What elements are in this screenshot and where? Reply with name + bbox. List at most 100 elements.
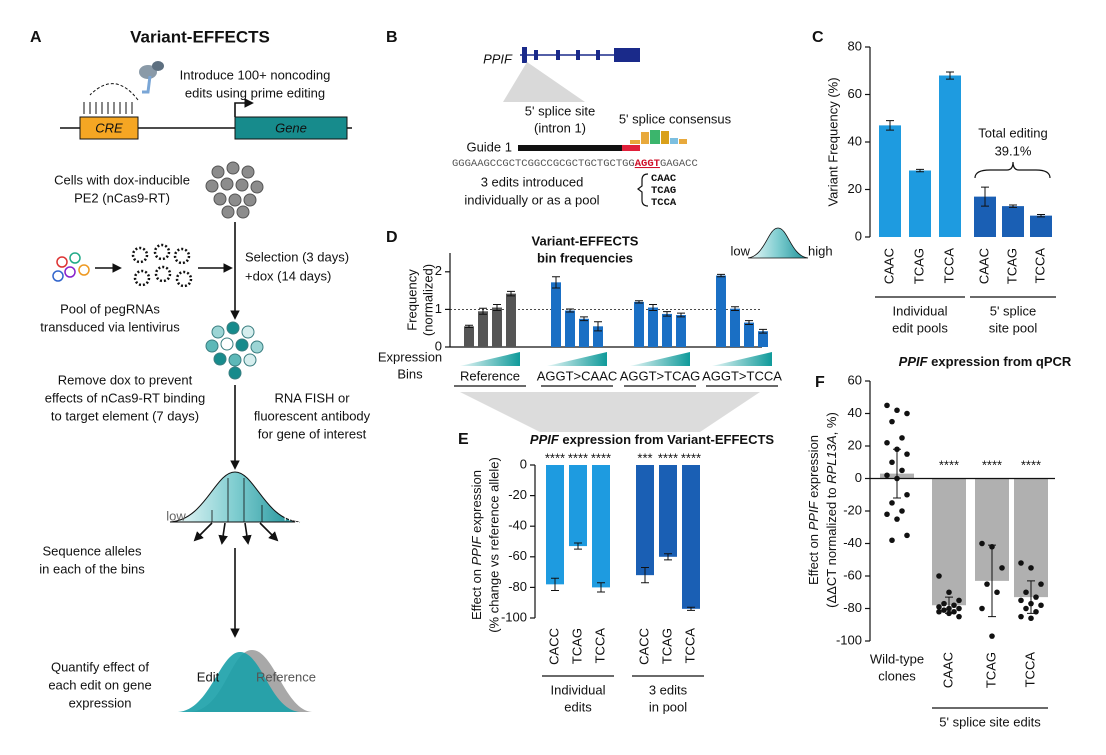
bar [506,293,516,347]
data-point [956,605,962,612]
bar [682,465,700,609]
reference-label: Reference [256,669,316,684]
pegrna-pool [52,252,90,282]
data-point [889,459,895,466]
x-tick-label: CAAC [940,652,955,688]
y-tick-label: -60 [843,567,862,582]
bar [551,282,561,347]
chart-title-part: expression from Variant-EFFECTS [559,432,775,447]
significance: **** [982,457,1002,472]
data-point [994,589,1000,596]
group-label: AGGT>TCAG [620,368,701,383]
gene-name: PPIF [483,51,513,66]
y-axis-label-part: (ΔΔCT normalized to [824,484,839,608]
error-bar [552,276,560,289]
bin-arrows [193,522,279,545]
chart-title-part: expression from qPCR [928,354,1072,369]
bar [662,313,672,347]
panel-letter: C [812,29,824,46]
y-tick-label: -80 [843,600,862,615]
site-text: 5' splice site [525,103,595,118]
cells-text: PE2 (nCas9-RT) [74,190,170,205]
pool-text: transduced via lentivirus [40,319,180,334]
expression-ramp [712,352,772,366]
x-tick-label: CACC [546,628,561,665]
bar [592,465,610,588]
inset-label: high [808,243,833,258]
y-axis-label: (normalized) [420,264,435,336]
sequence-text: Sequence alleles [42,543,142,558]
data-point [1018,613,1024,620]
x-tick-label: TCAG [569,628,584,664]
panel-letter: B [386,29,398,46]
gene-structure [520,47,640,63]
edit-seq: TCAG [651,185,676,197]
error-bar [1009,204,1017,208]
seq-part: GAGACC [660,158,698,170]
seq-part: AGGT [635,158,660,170]
data-point [884,472,890,479]
x-tick-label: TCCA [941,248,956,284]
data-point [889,418,895,425]
panel-letter: A [30,29,42,46]
x-tick-label: TCCA [1032,248,1047,284]
group-label: Individual [551,682,606,697]
significance: **** [939,457,959,472]
y-tick-label: 0 [855,470,862,485]
data-point [1018,597,1024,604]
quantify-text: each edit on gene [48,677,151,692]
x-tick-label: TCAG [911,248,926,284]
y-tick-label: 0 [435,338,442,353]
y-tick-label: -80 [508,579,527,594]
error-bar [664,553,672,561]
y-axis-label: Effect on PPIF expression [469,470,484,620]
y-tick-label: 20 [848,181,862,196]
x-axis-label: Bins [397,366,423,381]
site-text: (intron 1) [534,120,586,135]
error-bar [893,448,901,499]
y-tick-label: 40 [848,133,862,148]
significance: **** [568,450,588,465]
pam-bar [622,145,640,151]
error-bar [731,306,739,312]
y-tick-label: -40 [843,535,862,550]
group-label: 3 edits [649,682,688,697]
annotation: Total editing [978,125,1047,140]
y-axis-label: (% change vs reference allele) [486,457,501,633]
y-axis-label-part: Effect on [806,530,821,585]
chart-title-part: PPIF [530,432,560,447]
promoter-arrow [234,98,254,117]
seq-part: GGGAAGCCGCTCGGCCGCGCTGCTGCTGG [452,158,635,170]
bar [636,465,654,576]
inset-label: low [730,243,750,258]
data-point [984,581,990,587]
bar [648,307,658,347]
y-tick-label: -40 [508,518,527,533]
sequence-text: in each of the bins [39,561,145,576]
error-bar [479,307,487,315]
x-tick-label: CACC [636,628,651,665]
prime-editor-icon [89,61,164,101]
y-axis-label: Effect on PPIF expression [806,435,821,585]
y-axis-label-part: PPIF [806,500,821,530]
y-axis-label-part: PPIF [469,535,484,565]
significance: **** [658,450,678,465]
data-point [899,508,905,514]
chart-title: PPIF expression from Variant-EFFECTS [530,432,775,447]
data-point [936,573,942,579]
data-point [894,516,900,522]
y-axis-label-part: , %) [824,412,839,435]
y-axis-label-part: Effect on [469,565,484,620]
bar [579,318,589,347]
y-axis-label: Variant Frequency (%) [825,77,840,206]
error-bar [1037,213,1045,218]
group-label: in pool [649,699,687,714]
y-tick-label: 0 [855,228,862,243]
significance: **** [1021,457,1041,472]
error-bar [988,544,996,618]
data-point [936,604,942,610]
intro-text: Introduce 100+ noncoding [180,67,331,82]
group-label: AGGT>TCCA [702,368,782,383]
x-tick-label: TCCA [1022,652,1037,688]
